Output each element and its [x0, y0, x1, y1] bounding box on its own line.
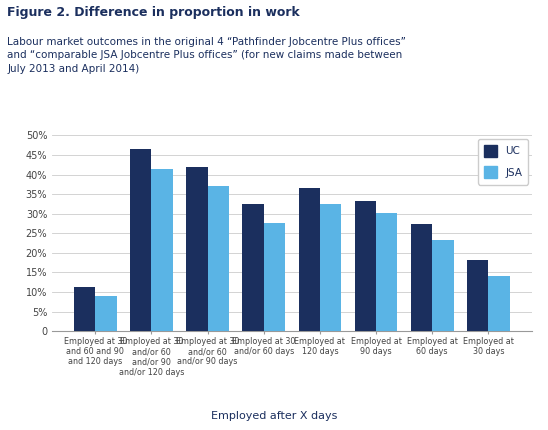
Text: Figure 2. Difference in proportion in work: Figure 2. Difference in proportion in wo…	[7, 6, 300, 19]
Legend: UC, JSA: UC, JSA	[478, 138, 528, 184]
Bar	[299, 188, 320, 331]
Text: Labour market outcomes in the original 4 “Pathfinder Jobcentre Plus offices”
and: Labour market outcomes in the original 4…	[7, 37, 406, 74]
Bar	[130, 149, 151, 331]
Bar	[74, 287, 95, 331]
Bar	[151, 169, 173, 331]
Bar	[320, 204, 341, 331]
Text: Employed after X days: Employed after X days	[211, 412, 337, 421]
Bar	[376, 212, 397, 331]
Bar	[208, 186, 229, 331]
Bar	[95, 296, 117, 331]
Bar	[242, 204, 264, 331]
Bar	[186, 167, 208, 331]
Bar	[411, 224, 432, 331]
Bar	[264, 223, 285, 331]
Bar	[432, 240, 454, 331]
Bar	[467, 260, 488, 331]
Bar	[488, 276, 510, 331]
Bar	[355, 201, 376, 331]
